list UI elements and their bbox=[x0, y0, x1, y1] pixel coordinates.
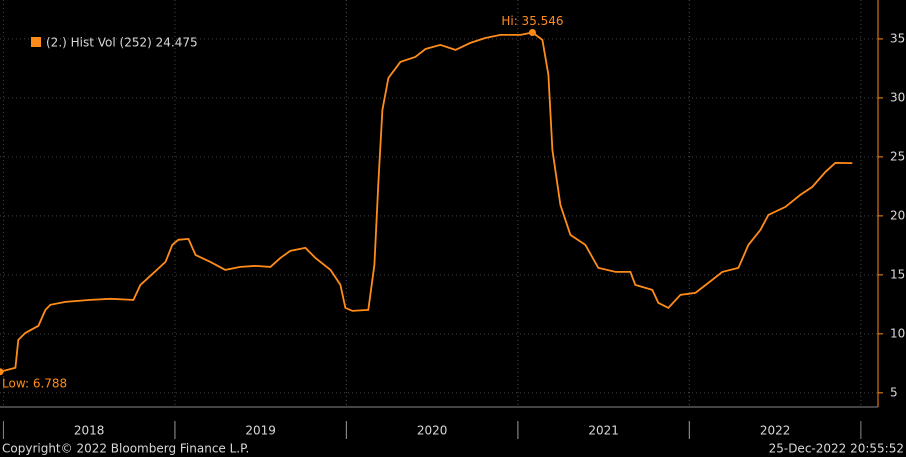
low-marker bbox=[0, 368, 4, 376]
x-tick-label: 2019 bbox=[245, 424, 276, 438]
y-tick-label: 25 bbox=[890, 149, 905, 163]
legend-swatch bbox=[31, 37, 41, 47]
x-tick-label: 2020 bbox=[417, 424, 448, 438]
y-tick-label: 20 bbox=[890, 208, 905, 222]
y-tick-label: 10 bbox=[890, 326, 905, 340]
x-tick-label: 2021 bbox=[588, 424, 619, 438]
copyright: Copyright© 2022 Bloomberg Finance L.P. bbox=[2, 442, 249, 456]
x-tick-label: 2022 bbox=[760, 424, 791, 438]
y-tick-label: 15 bbox=[890, 267, 905, 281]
x-tick-label: 2018 bbox=[74, 424, 105, 438]
timestamp: 25-Dec-2022 20:55:52 bbox=[769, 442, 904, 456]
low-label: Low: 6.788 bbox=[2, 376, 67, 390]
hi-label: Hi: 35.546 bbox=[501, 14, 563, 28]
y-tick-label: 30 bbox=[890, 90, 905, 104]
legend-label: (2.) Hist Vol (252) 24.475 bbox=[46, 36, 198, 50]
y-tick-label: 5 bbox=[890, 385, 898, 399]
y-tick-label: 35 bbox=[890, 31, 905, 45]
hi-marker bbox=[528, 28, 536, 36]
line bbox=[0, 31, 853, 373]
